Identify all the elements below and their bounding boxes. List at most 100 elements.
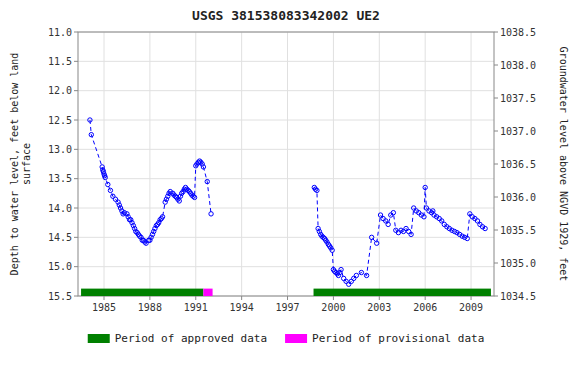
series-point [339, 267, 343, 271]
y-tick-label: 13.0 [48, 144, 72, 155]
series-point [386, 222, 390, 226]
grid-line-x [149, 32, 150, 296]
series-point [315, 188, 319, 192]
legend-label: Period of provisional data [312, 332, 484, 345]
grid-line-y [78, 90, 494, 91]
chart: 19851988199119941997200020032006200911.0… [0, 0, 576, 384]
grid-line-y [78, 61, 494, 62]
x-axis: 198519881991199419972000200320062009 [92, 296, 483, 313]
series-point [154, 223, 158, 227]
y-axis-label-line: Depth to water level, feet below land [9, 53, 20, 276]
y2-tick-label: 1035.0 [500, 258, 536, 269]
y-tick-label: 11.5 [48, 56, 72, 67]
grid-line-x [471, 32, 472, 296]
grid-line-y [78, 120, 494, 121]
y-tick [74, 90, 78, 91]
series-point [354, 273, 358, 277]
y2-tick [494, 131, 498, 132]
y-tick-label: 14.0 [48, 203, 72, 214]
y-tick [74, 296, 78, 297]
grid-line-x [287, 32, 288, 296]
series-point [160, 215, 164, 219]
series-point [406, 229, 410, 233]
x-tick-label: 2009 [459, 302, 483, 313]
y-tick [74, 120, 78, 121]
y-tick [74, 32, 78, 33]
period-bar [314, 289, 491, 296]
series-point [349, 279, 353, 283]
y2-tick [494, 296, 498, 297]
background [0, 0, 576, 384]
series-point [192, 195, 196, 199]
y2-tick [494, 164, 498, 165]
grid [78, 32, 494, 296]
series-point [364, 273, 368, 277]
x-tick-label: 1991 [184, 302, 208, 313]
y-axis: 11.011.512.012.513.013.514.014.515.015.5 [48, 27, 78, 302]
x-tick-label: 2000 [321, 302, 345, 313]
x-tick-label: 1994 [230, 302, 254, 313]
y2-tick-label: 1035.5 [500, 225, 536, 236]
series-point [341, 276, 345, 280]
y2-tick-label: 1037.5 [500, 93, 536, 104]
grid-line-y [78, 266, 494, 267]
grid-line-y [78, 178, 494, 179]
y2-tick [494, 197, 498, 198]
series-line [90, 120, 211, 243]
plot-frame [78, 32, 494, 296]
grid-line-y [78, 208, 494, 209]
y2-tick-label: 1038.5 [500, 27, 536, 38]
y-axis-label-line: surface [21, 143, 32, 185]
y2-tick-label: 1037.0 [500, 126, 536, 137]
x-tick [287, 296, 288, 300]
series-point [89, 132, 93, 136]
y2-tick-label: 1034.5 [500, 291, 536, 302]
legend-item: Period of approved data [88, 332, 267, 345]
grid-line-x [333, 32, 334, 296]
grid-line-y [78, 149, 494, 150]
x-tick-label: 2003 [367, 302, 391, 313]
series-point [369, 235, 373, 239]
x-tick [241, 296, 242, 300]
x-tick [149, 296, 150, 300]
y2-tick-label: 1036.5 [500, 159, 536, 170]
series-line [314, 187, 485, 284]
series-point [158, 218, 162, 222]
y-tick-label: 13.5 [48, 173, 72, 184]
y-tick-label: 11.0 [48, 27, 72, 38]
y2-tick [494, 230, 498, 231]
y-tick [74, 266, 78, 267]
y-tick-label: 12.0 [48, 85, 72, 96]
x-tick [195, 296, 196, 300]
x-tick-label: 1985 [92, 302, 116, 313]
y-axis-label: Depth to water level, feet below landsur… [9, 53, 32, 276]
y-tick-label: 14.5 [48, 232, 72, 243]
y-tick [74, 178, 78, 179]
legend-item: Period of provisional data [285, 332, 484, 345]
series-point [391, 210, 395, 214]
grid-line-x [241, 32, 242, 296]
grid-line-x [104, 32, 105, 296]
series-point [201, 165, 205, 169]
y2-axis: 1034.51035.01035.51036.01036.51037.01037… [494, 27, 536, 302]
y-tick [74, 61, 78, 62]
series-point [103, 175, 107, 179]
series-point [359, 270, 363, 274]
period-bar [81, 289, 203, 296]
x-tick [471, 296, 472, 300]
series-point [209, 212, 213, 216]
y-tick-label: 12.5 [48, 115, 72, 126]
x-tick [104, 296, 105, 300]
y2-tick [494, 263, 498, 264]
y2-axis-label-line: Groundwater level above NGVD 1929, feet [558, 47, 569, 282]
legend-swatch [285, 334, 307, 343]
series-point [173, 194, 177, 198]
y-tick-label: 15.5 [48, 291, 72, 302]
series-point [108, 188, 112, 192]
y2-axis-label: Groundwater level above NGVD 1929, feet [558, 47, 569, 282]
title: USGS 381538083342002 UE2 [192, 8, 380, 23]
grid-line-x [425, 32, 426, 296]
grid-line-x [379, 32, 380, 296]
series-point [88, 118, 92, 122]
series-point [423, 185, 427, 189]
